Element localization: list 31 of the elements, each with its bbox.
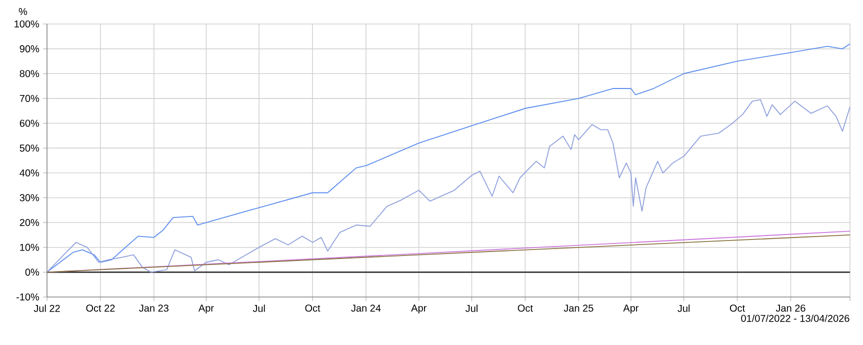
x-tick-label: Oct: [305, 304, 320, 312]
y-tick-label: 60%: [20, 120, 40, 127]
y-tick-label: 80%: [20, 70, 40, 78]
x-tick-label: Jan 25: [564, 304, 594, 312]
x-tick-label: Oct: [518, 304, 533, 312]
y-tick-label: 100%: [14, 20, 40, 28]
x-tick-label: Apr: [623, 304, 639, 314]
y-tick-label: 10%: [20, 244, 40, 251]
x-tick-label: Oct: [730, 304, 745, 312]
x-tick-label: Jul: [466, 304, 478, 312]
x-tick-label: Jul: [252, 304, 265, 312]
y-tick-label: 20%: [20, 218, 40, 226]
y-tick-label: 40%: [20, 169, 40, 176]
x-tick-label: Apr: [411, 304, 426, 314]
line-series: [46, 99, 850, 273]
x-tick-label: Apr: [198, 304, 214, 314]
x-tick-label: Oct 22: [86, 304, 115, 312]
x-tick-label: Jul 22: [34, 304, 60, 312]
y-axis-title: %: [18, 8, 28, 16]
y-tick-label: 70%: [20, 94, 40, 102]
text: 01/07/2022 - 13/04/2026: [741, 314, 850, 322]
x-tick-label: Jul: [678, 304, 690, 312]
y-tick-label: 50%: [20, 144, 40, 152]
x-tick-label: Jan 26: [776, 304, 806, 312]
y-tick-label: 0%: [25, 268, 40, 276]
y-tick-label: -10%: [16, 293, 40, 301]
y-tick-label: 90%: [20, 45, 40, 52]
x-tick-label: Jan 24: [351, 304, 381, 312]
line-series: [46, 43, 850, 273]
y-tick-label: 30%: [20, 194, 40, 202]
x-tick-label: Jan 23: [139, 304, 168, 312]
